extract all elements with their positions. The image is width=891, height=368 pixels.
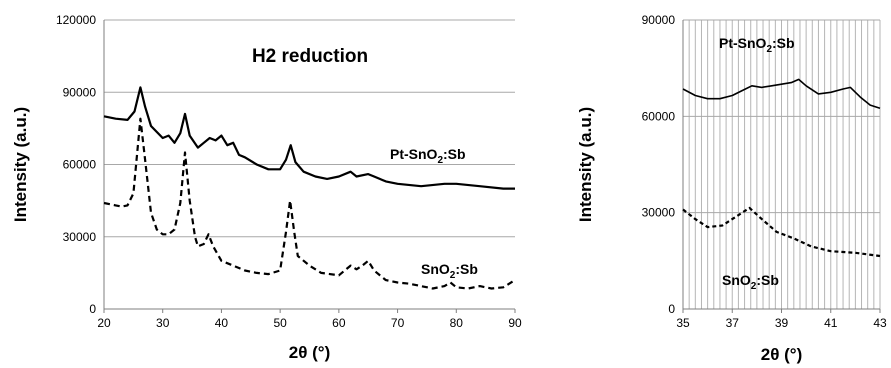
series-line-pt-sno2-sb	[682, 78, 881, 110]
y-tick-label: 0	[668, 302, 675, 316]
label-sno2-sb: SnO2:Sb	[421, 261, 478, 281]
x-tick-label: 39	[775, 316, 789, 330]
chart-title: H2 reduction	[252, 46, 368, 67]
label-sno2-sb: SnO2:Sb	[722, 272, 779, 292]
series-line-pt-sno2-sb	[103, 86, 515, 190]
x-tick-label: 20	[97, 316, 111, 330]
x-tick-label: 41	[824, 316, 838, 330]
y-tick-label: 90000	[63, 85, 97, 99]
chart-2: 0 30000 60000 90000 35 37 39 41 43 2θ (°) Intensit…	[576, 13, 887, 364]
y-tick-label: 90000	[642, 13, 676, 27]
x-axis-title: 2θ (°)	[761, 345, 803, 364]
y-axis-title: Intensity (a.u.)	[11, 107, 30, 222]
y-tick-label: 30000	[642, 206, 676, 220]
x-tick-label: 35	[676, 316, 690, 330]
y-tick-label: 60000	[642, 109, 676, 123]
x-tick-label: 50	[273, 316, 287, 330]
series-line-sno2-sb	[682, 206, 881, 258]
x-tick-label: 40	[215, 316, 229, 330]
x-tick-label: 37	[726, 316, 740, 330]
x-tick-label: 80	[450, 316, 464, 330]
chart-1: 0 30000 60000 90000 120000 20 30 40 50 60 70 80 90 2θ…	[11, 13, 522, 362]
y-tick-label: 60000	[63, 158, 97, 172]
x-axis-title: 2θ (°)	[289, 343, 331, 362]
x-tick-label: 43	[873, 316, 887, 330]
y-tick-label: 120000	[56, 13, 96, 27]
label-pt-sno2-sb: Pt-SnO2:Sb	[390, 146, 466, 166]
x-tick-label: 60	[332, 316, 346, 330]
y-axis-title: Intensity (a.u.)	[576, 107, 595, 222]
x-tick-label: 90	[508, 316, 522, 330]
label-pt-sno2-sb: Pt-SnO2:Sb	[719, 35, 795, 55]
y-tick-label: 30000	[63, 230, 97, 244]
y-tick-label: 0	[89, 302, 96, 316]
series-line-sno2-sb	[103, 117, 516, 290]
x-tick-label: 30	[156, 316, 170, 330]
x-tick-label: 70	[391, 316, 405, 330]
